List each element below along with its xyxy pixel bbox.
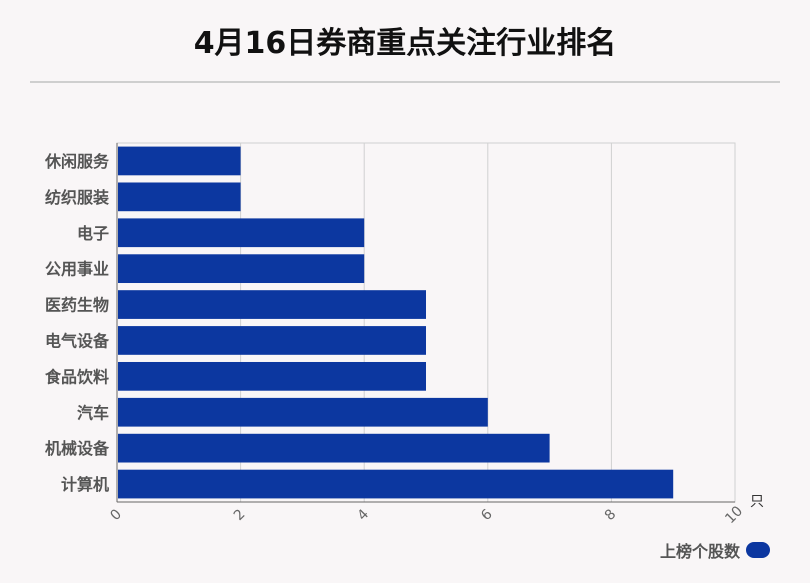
y-category-label: 机械设备	[45, 439, 110, 458]
bar	[118, 469, 674, 499]
y-category-label: 医药生物	[45, 296, 109, 315]
bar	[118, 218, 365, 248]
x-tick-label: 4	[355, 506, 373, 524]
y-category-label: 公用事业	[45, 260, 109, 279]
x-tick-label: 6	[478, 506, 496, 524]
legend: 上榜个股数	[660, 538, 770, 562]
legend-label: 上榜个股数	[659, 542, 740, 561]
chart-title: 4月16日券商重点关注行业排名	[193, 26, 617, 61]
y-category-label: 电子	[77, 224, 109, 243]
y-category-label: 休闲服务	[44, 152, 110, 171]
bar	[118, 290, 426, 319]
bar	[118, 254, 365, 284]
bar	[118, 182, 241, 212]
x-tick-label: 0	[107, 506, 125, 524]
y-category-label: 纺织服装	[45, 188, 109, 207]
bar	[118, 361, 426, 391]
x-unit-label: 只	[750, 494, 764, 510]
x-tick-label: 2	[231, 506, 249, 524]
bar	[118, 146, 241, 176]
y-category-label: 汽车	[77, 403, 109, 422]
x-tick-label: 10	[722, 503, 746, 527]
x-tick-label: 8	[602, 506, 620, 524]
y-category-label: 食品饮料	[44, 367, 109, 386]
legend-swatch	[746, 542, 770, 558]
bar	[118, 433, 550, 463]
y-category-label: 计算机	[61, 475, 109, 494]
y-category-label: 电气设备	[45, 331, 110, 350]
bar	[118, 397, 488, 427]
bar	[118, 326, 426, 355]
title-divider	[30, 81, 780, 83]
